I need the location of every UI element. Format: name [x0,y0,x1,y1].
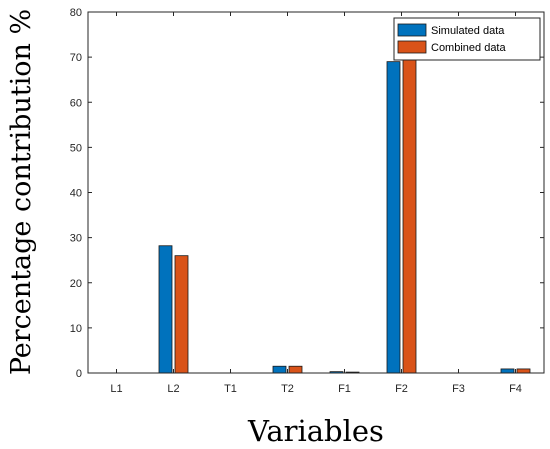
bar-combined-f2 [402,54,417,374]
y-tick-label: 50 [70,142,82,154]
legend-label: Combined data [431,42,506,54]
y-tick-label: 30 [70,233,82,245]
bar-simulated-t2 [272,365,287,374]
x-ticks-group: L1 L2 T1 T2 F1 F2 F3 F4 [110,12,522,395]
x-tick-label: T2 [281,383,294,395]
bar-simulated-f2 [386,61,401,374]
x-tick-label: F4 [509,383,522,395]
bar-combined-f4 [516,368,531,374]
plot-area [88,12,544,373]
bar-combined-l2 [174,255,189,374]
y-axis-title: Percentage contribution % [6,9,37,375]
y-tick-label: 10 [70,323,82,335]
y-tick-label: 40 [70,188,82,200]
bar-combined-t2 [288,365,303,374]
bar-simulated-f4 [500,368,515,374]
legend-swatch [397,40,427,54]
plot-frame [87,11,545,374]
bar-simulated-l2 [158,245,173,374]
legend-swatch [397,23,427,37]
x-tick-label: L2 [167,383,179,395]
legend-label: Simulated data [431,25,505,37]
x-tick-label: F1 [338,383,351,395]
y-tick-label: 60 [70,97,82,109]
x-tick-label: F2 [395,383,408,395]
y-tick-label: 20 [70,278,82,290]
y-tick-label: 70 [70,52,82,64]
x-tick-label: T1 [224,383,237,395]
x-axis-title: Variables [247,414,384,448]
y-tick-label: 0 [76,368,82,380]
x-tick-label: F3 [452,383,465,395]
x-tick-label: L1 [110,383,122,395]
y-tick-label: 80 [70,7,82,19]
legend: Simulated data Combined data [393,17,541,61]
